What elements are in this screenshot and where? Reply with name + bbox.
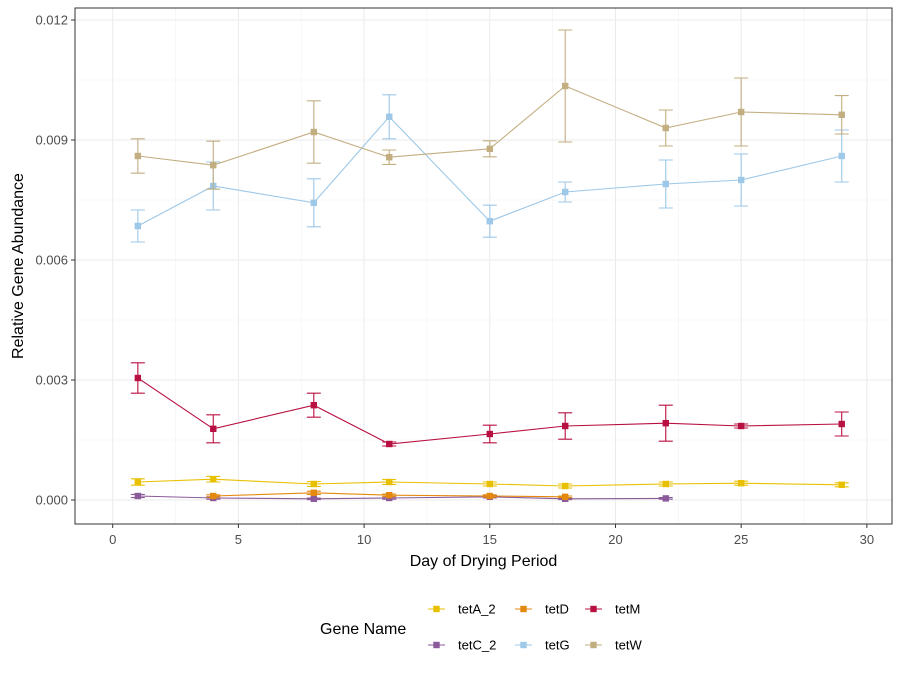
data-point — [737, 108, 745, 116]
legend-item-tetD: tetD — [515, 602, 569, 617]
grid-major — [75, 8, 892, 524]
data-point — [838, 111, 845, 118]
data-point — [310, 199, 318, 206]
data-point — [386, 478, 393, 486]
x-tick-label: 20 — [608, 532, 622, 547]
x-tick-label: 5 — [235, 532, 242, 547]
data-point — [562, 82, 569, 90]
data-point — [134, 492, 142, 500]
x-tick-label: 30 — [860, 532, 874, 547]
y-axis-label: Relative Gene Abundance — [10, 173, 27, 359]
legend-item-tetW: tetW — [585, 638, 642, 653]
data-point — [662, 480, 669, 488]
data-point — [386, 113, 393, 120]
data-point — [486, 480, 493, 488]
legend-title: Gene Name — [320, 621, 406, 638]
x-axis: 0 5 10 15 20 25 30 — [109, 524, 874, 547]
legend-label: tetW — [615, 638, 642, 653]
legend-swatch-point — [590, 641, 597, 649]
x-axis-label: Day of Drying Period — [410, 553, 558, 570]
data-point — [210, 425, 217, 432]
data-point — [386, 154, 393, 161]
data-point — [662, 495, 669, 502]
legend-item-tetC_2: tetC_2 — [428, 638, 496, 653]
data-point — [737, 480, 745, 487]
x-tick-label: 15 — [483, 532, 497, 547]
data-point — [838, 152, 845, 160]
legend-swatch-point — [433, 641, 440, 649]
y-tick-label: 0.006 — [35, 253, 68, 268]
data-point — [210, 476, 217, 483]
x-tick-label: 0 — [109, 532, 116, 547]
data-point — [386, 440, 393, 448]
y-tick-label: 0.012 — [35, 13, 68, 28]
data-point — [737, 422, 745, 430]
legend-label: tetM — [615, 602, 640, 617]
x-tick-label: 10 — [357, 532, 371, 547]
panel-border — [74, 7, 893, 525]
data-point — [562, 482, 569, 490]
data-point — [310, 495, 318, 502]
data-point — [210, 492, 217, 500]
data-point — [134, 478, 142, 486]
series-tetM — [130, 362, 849, 448]
data-point — [486, 430, 493, 438]
legend-item-tetG: tetG — [515, 638, 570, 653]
y-tick-label: 0.003 — [35, 373, 68, 388]
data-point — [486, 492, 493, 500]
data-point — [134, 222, 142, 230]
y-tick-label: 0.009 — [35, 133, 68, 148]
legend: Gene Name tetA_2 tetD tetM tetC_2 tetG tetW — [320, 602, 642, 653]
data-point — [662, 420, 669, 427]
data-point — [310, 480, 318, 488]
legend-swatch-point — [520, 605, 527, 613]
data-point — [310, 489, 318, 496]
data-point — [838, 481, 845, 488]
data-point — [662, 124, 669, 132]
data-point — [134, 374, 142, 382]
legend-label: tetC_2 — [458, 638, 496, 653]
legend-label: tetA_2 — [458, 602, 496, 617]
data-point — [737, 176, 745, 184]
series-tetW — [130, 29, 849, 190]
legend-swatch-point — [590, 605, 597, 613]
data-point — [210, 162, 217, 169]
legend-item-tetM: tetM — [585, 602, 640, 617]
y-axis: 0.000 0.003 0.006 0.009 0.012 — [35, 13, 75, 508]
data-point — [562, 188, 569, 196]
data-point — [838, 420, 845, 428]
data-point — [662, 180, 669, 188]
grid-minor — [75, 8, 892, 524]
data-point — [486, 218, 493, 225]
legend-label: tetG — [545, 638, 570, 653]
series-tetD — [206, 489, 573, 500]
x-tick-label: 25 — [734, 532, 748, 547]
data-point — [486, 145, 493, 152]
data-point — [310, 402, 318, 409]
legend-item-tetA_2: tetA_2 — [428, 602, 496, 617]
data-point — [562, 493, 569, 500]
legend-swatch-point — [433, 605, 440, 613]
series-layer — [130, 29, 849, 502]
data-point — [562, 422, 569, 430]
data-point — [310, 128, 318, 136]
series-tetA_2 — [130, 475, 849, 490]
data-point — [134, 152, 142, 160]
y-tick-label: 0.000 — [35, 493, 68, 508]
data-point — [386, 492, 393, 499]
legend-label: tetD — [545, 602, 569, 617]
legend-swatch-point — [520, 641, 527, 649]
